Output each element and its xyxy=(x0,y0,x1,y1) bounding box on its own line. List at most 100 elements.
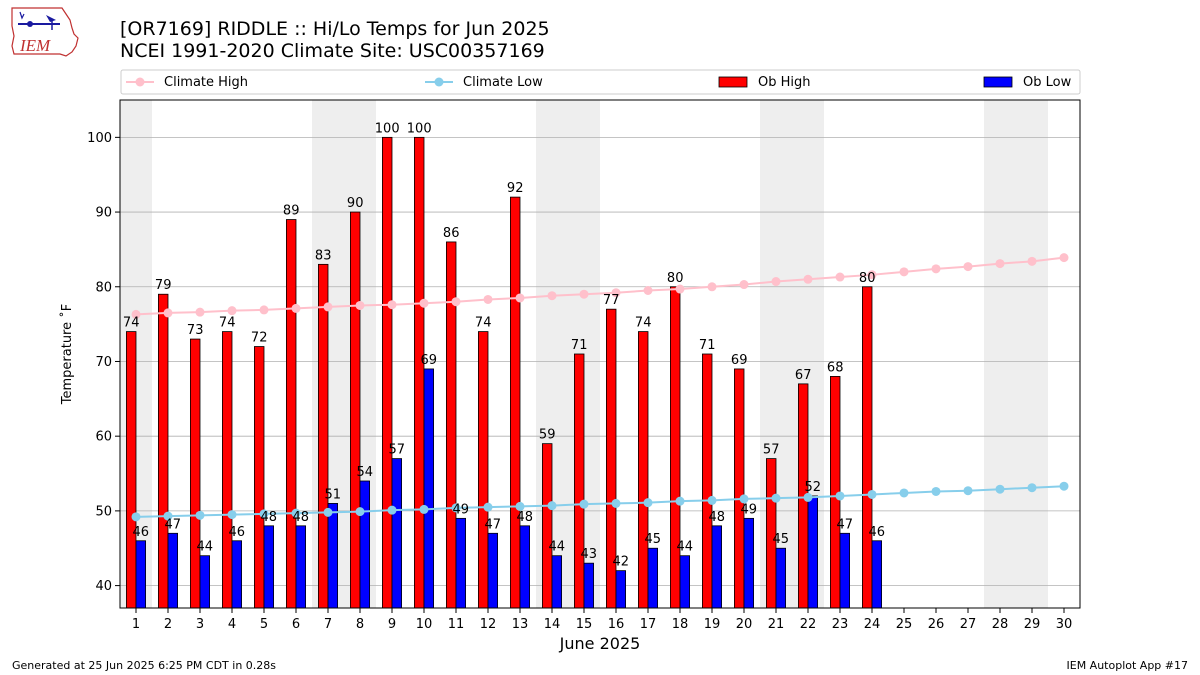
ob-low-bar-day-18 xyxy=(679,555,691,609)
legend: Climate High Climate Low Ob High Ob Low xyxy=(120,69,1081,95)
climate-low-point-day-17 xyxy=(643,498,653,508)
climate-low-point-day-8 xyxy=(355,507,365,517)
ob-low-label-day-23: 47 xyxy=(837,517,854,532)
x-tick-label: 17 xyxy=(640,617,657,632)
x-tick-label: 9 xyxy=(388,617,396,632)
climate-high-point-day-24 xyxy=(867,270,877,280)
ob-low-bar-day-21 xyxy=(775,547,787,609)
ob-low-bar-day-12 xyxy=(487,532,499,609)
climate-low-point-day-14 xyxy=(547,501,557,511)
climate-high-point-day-27 xyxy=(963,262,973,272)
climate-high-point-day-15 xyxy=(579,289,589,299)
footer-app: IEM Autoplot App #17 xyxy=(1067,659,1189,672)
climate-high-point-day-4 xyxy=(227,306,237,316)
ob-low-label-day-7: 51 xyxy=(325,487,342,502)
ob-low-bar-day-20 xyxy=(743,517,755,609)
climate-low-point-day-18 xyxy=(675,496,685,506)
ob-high-label-day-2: 79 xyxy=(155,278,172,293)
climate-high-point-day-23 xyxy=(835,272,845,282)
ob-low-bar-day-10 xyxy=(423,368,435,609)
ob-high-bar-day-19 xyxy=(702,353,713,609)
ob-high-label-day-13: 92 xyxy=(507,181,524,196)
ob-high-bar-day-10 xyxy=(413,136,425,609)
x-tick-label: 13 xyxy=(512,617,529,632)
weekend-shade-day-29 xyxy=(1016,100,1048,608)
ob-high-label-day-12: 74 xyxy=(475,316,492,331)
ob-low-label-day-17: 45 xyxy=(645,532,662,547)
grid-lines xyxy=(120,136,1080,586)
x-axis-title: June 2025 xyxy=(559,634,641,653)
x-tick-label: 23 xyxy=(832,617,849,632)
ob-high-bar-day-18 xyxy=(670,286,681,609)
x-tick-label: 3 xyxy=(196,617,204,632)
y-tick-label: 50 xyxy=(95,504,112,519)
climate-high-point-day-8 xyxy=(355,300,365,310)
x-axis-ticks: 1 2 3 4 5 6 7 8 9 10 11 12 13 14 15 16 17 18 19 20 21 22 23 24 2… xyxy=(132,608,1072,632)
ob-high-label-day-18: 80 xyxy=(667,271,684,286)
ob-low-label-day-24: 46 xyxy=(869,525,886,540)
ob-low-bar-day-13 xyxy=(519,525,531,609)
climate-high-point-day-26 xyxy=(931,264,941,274)
weekend-shade-day-28 xyxy=(984,100,1016,608)
climate-high-point-day-17 xyxy=(643,286,653,295)
ob-high-label-day-3: 73 xyxy=(187,323,204,338)
ob-high-bar-day-20 xyxy=(734,368,745,609)
climate-low-point-day-7 xyxy=(323,507,333,517)
ob-high-bar-day-14 xyxy=(542,443,553,609)
ob-high-bar-day-1 xyxy=(126,331,137,609)
ob-high-bar-day-4 xyxy=(221,331,233,609)
ob-low-label-day-2: 47 xyxy=(165,517,182,532)
x-tick-label: 28 xyxy=(992,617,1009,632)
ob-low-bar-day-8 xyxy=(359,480,371,609)
ob-low-label-day-5: 48 xyxy=(261,510,278,525)
plot-frame xyxy=(119,99,1081,609)
climate-high-point-day-29 xyxy=(1027,256,1037,266)
ob-low-bar-day-17 xyxy=(647,547,659,609)
ob-low-bar-day-4 xyxy=(231,540,243,609)
climate-low-point-day-2 xyxy=(163,511,173,521)
ob-high-label-day-5: 72 xyxy=(251,331,268,346)
ob-high-label-day-17: 74 xyxy=(635,316,652,331)
ob-low-bar-day-16 xyxy=(615,570,627,609)
ob-low-label-day-11: 49 xyxy=(453,502,470,517)
ob-high-label-day-7: 83 xyxy=(315,248,332,263)
x-tick-label: 27 xyxy=(960,617,977,632)
x-tick-label: 11 xyxy=(448,617,465,632)
ob-high-label-day-11: 86 xyxy=(443,226,460,241)
y-tick-label: 90 xyxy=(95,206,112,221)
climate-high-point-day-2 xyxy=(163,308,173,318)
legend-item-ob-high: Ob High xyxy=(718,75,811,90)
x-tick-label: 15 xyxy=(576,617,593,632)
climate-high-point-day-28 xyxy=(995,259,1005,269)
x-tick-label: 22 xyxy=(800,617,817,632)
ob-high-bar-day-15 xyxy=(574,353,585,609)
ob-high-label-day-22: 67 xyxy=(795,368,812,383)
climate-low-point-day-26 xyxy=(931,486,941,496)
climate-low-point-day-9 xyxy=(387,505,397,515)
ob-high-bar-day-7 xyxy=(317,263,329,609)
ob-low-label-day-8: 54 xyxy=(357,465,374,480)
ob-low-label-day-1: 46 xyxy=(133,525,150,540)
climate-high-point-day-19 xyxy=(707,282,717,292)
ob-low-label-day-16: 42 xyxy=(613,555,630,570)
ob-low-bar-day-24 xyxy=(871,540,883,609)
climate-low-line xyxy=(135,485,1065,518)
climate-low-point-day-5 xyxy=(259,509,269,519)
climate-high-point-day-10 xyxy=(419,298,429,308)
ob-low-bar-day-5 xyxy=(263,525,275,609)
ob-low-label-day-22: 52 xyxy=(805,480,822,495)
ob-high-bar-day-5 xyxy=(253,346,265,609)
legend-label-climate-high: Climate High xyxy=(164,75,248,90)
x-tick-label: 10 xyxy=(416,617,433,632)
legend-label-climate-low: Climate Low xyxy=(463,75,543,90)
ob-high-label-day-24: 80 xyxy=(859,271,876,286)
x-tick-label: 14 xyxy=(544,617,561,632)
ob-low-bar-day-23 xyxy=(839,532,851,609)
legend-item-climate-low: Climate Low xyxy=(425,75,543,90)
climate-high-point-day-1 xyxy=(131,309,141,319)
ob-low-label-day-14: 44 xyxy=(549,540,566,555)
ob-low-label-day-18: 44 xyxy=(677,540,694,555)
ob-low-bar-day-22 xyxy=(807,495,819,609)
climate-high-point-day-9 xyxy=(387,300,397,310)
